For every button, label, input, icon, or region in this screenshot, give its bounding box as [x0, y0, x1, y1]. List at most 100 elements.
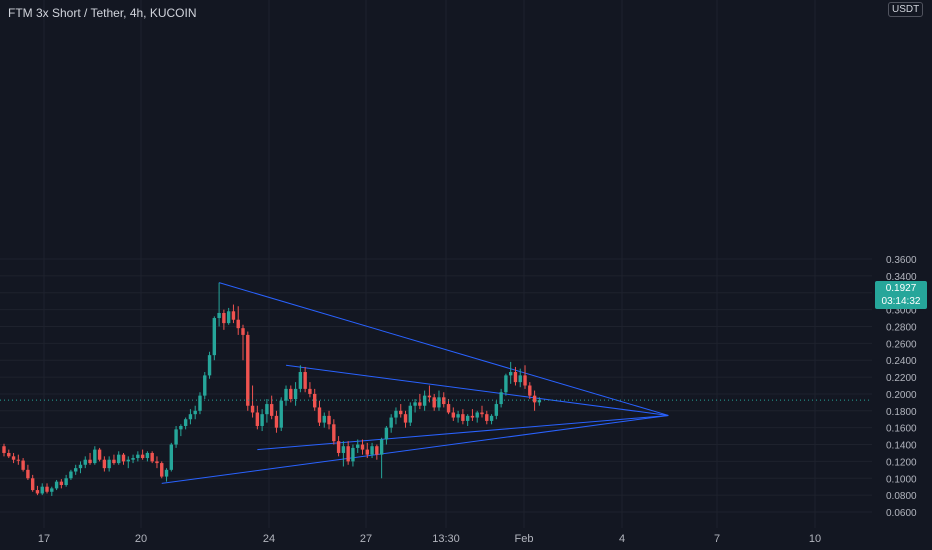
candle-body: [88, 459, 92, 464]
candle: [145, 451, 150, 462]
candle: [117, 451, 121, 465]
candle-body: [394, 410, 398, 418]
candle: [432, 393, 436, 411]
candle-body: [274, 415, 279, 428]
candle: [475, 410, 479, 423]
candle: [64, 474, 68, 487]
candle: [399, 404, 403, 418]
candle: [174, 425, 178, 448]
candle-body: [188, 414, 193, 420]
candle: [269, 395, 274, 420]
candle-body: [121, 454, 126, 462]
candle-body: [212, 318, 217, 356]
y-tick-label: 0.3000: [886, 306, 917, 317]
candle: [379, 437, 384, 479]
candle: [518, 368, 522, 388]
candle: [241, 324, 245, 361]
candle: [121, 452, 126, 465]
candle-body: [470, 415, 475, 418]
candle-body: [308, 388, 312, 394]
candle: [126, 456, 130, 469]
candle: [274, 410, 279, 433]
candle: [489, 414, 494, 425]
y-tick-label: 0.2600: [886, 339, 917, 350]
candle: [408, 402, 412, 426]
trendline: [161, 414, 669, 484]
candle: [375, 444, 379, 460]
y-tick-label: 0.0800: [886, 491, 917, 502]
chart-grid: [0, 0, 872, 528]
candle-body: [74, 468, 78, 472]
candle: [203, 372, 207, 399]
candle-body: [226, 311, 231, 324]
candle: [140, 449, 145, 460]
candle-body: [26, 469, 30, 479]
candle: [198, 392, 202, 415]
candle: [523, 365, 527, 389]
candle: [11, 452, 16, 464]
candle-body: [537, 400, 542, 403]
candle-body: [408, 405, 412, 423]
candle-body: [499, 392, 503, 405]
x-tick-label: 13:30: [432, 533, 460, 545]
chart-title: FTM 3x Short / Tether, 4h, KUCOIN: [8, 6, 197, 20]
candle-body: [198, 395, 202, 411]
x-tick-label: 7: [714, 533, 720, 545]
time-axis: 17 20 24 27 13:30 Feb 4 7 10: [38, 533, 821, 545]
candle: [83, 456, 87, 469]
candle: [465, 414, 470, 426]
candle-body: [179, 425, 183, 430]
x-tick-label: 17: [38, 533, 50, 545]
candle: [470, 409, 475, 421]
candle-body: [375, 446, 379, 455]
candle-body: [360, 444, 365, 450]
x-tick-label: 20: [135, 533, 147, 545]
candle: [365, 442, 369, 459]
candle: [102, 456, 107, 472]
candle-body: [50, 488, 54, 492]
trendline: [257, 414, 669, 451]
bar-countdown: 03:14:32: [881, 296, 921, 307]
candle-body: [365, 449, 369, 455]
candle-body: [97, 449, 102, 460]
candle-body: [465, 415, 470, 421]
candle: [346, 441, 350, 465]
candle: [131, 454, 135, 464]
y-tick-label: 0.2000: [886, 390, 917, 401]
candle-body: [351, 447, 355, 462]
candle: [413, 398, 417, 413]
candles: [2, 282, 542, 496]
candle: [494, 400, 499, 420]
y-tick-label: 0.3600: [886, 255, 917, 266]
candle: [279, 397, 283, 432]
candle: [384, 425, 389, 445]
candle-body: [475, 412, 479, 418]
candle: [322, 412, 326, 428]
candle-body: [236, 319, 240, 329]
candle-body: [45, 486, 49, 492]
currency-badge[interactable]: USDT: [888, 2, 924, 17]
candle-body: [403, 414, 408, 423]
candle: [193, 405, 197, 420]
candle-body: [16, 459, 21, 461]
candle-body: [418, 402, 422, 406]
candle-body: [336, 441, 341, 453]
candle-body: [313, 393, 317, 408]
candle-body: [446, 404, 451, 413]
candle-body: [341, 446, 346, 453]
candle-body: [260, 414, 264, 426]
candle-body: [102, 459, 107, 469]
candle-body: [207, 355, 212, 376]
candle: [508, 361, 513, 384]
candle-body: [136, 454, 140, 459]
y-tick-label: 0.1200: [886, 457, 917, 468]
candle: [212, 316, 217, 361]
y-tick-label: 0.1800: [886, 407, 917, 418]
candle: [16, 454, 21, 465]
candle-body: [279, 400, 283, 428]
candle: [360, 439, 365, 455]
candle-body: [193, 410, 197, 415]
candle: [160, 461, 164, 479]
candle: [528, 382, 532, 399]
